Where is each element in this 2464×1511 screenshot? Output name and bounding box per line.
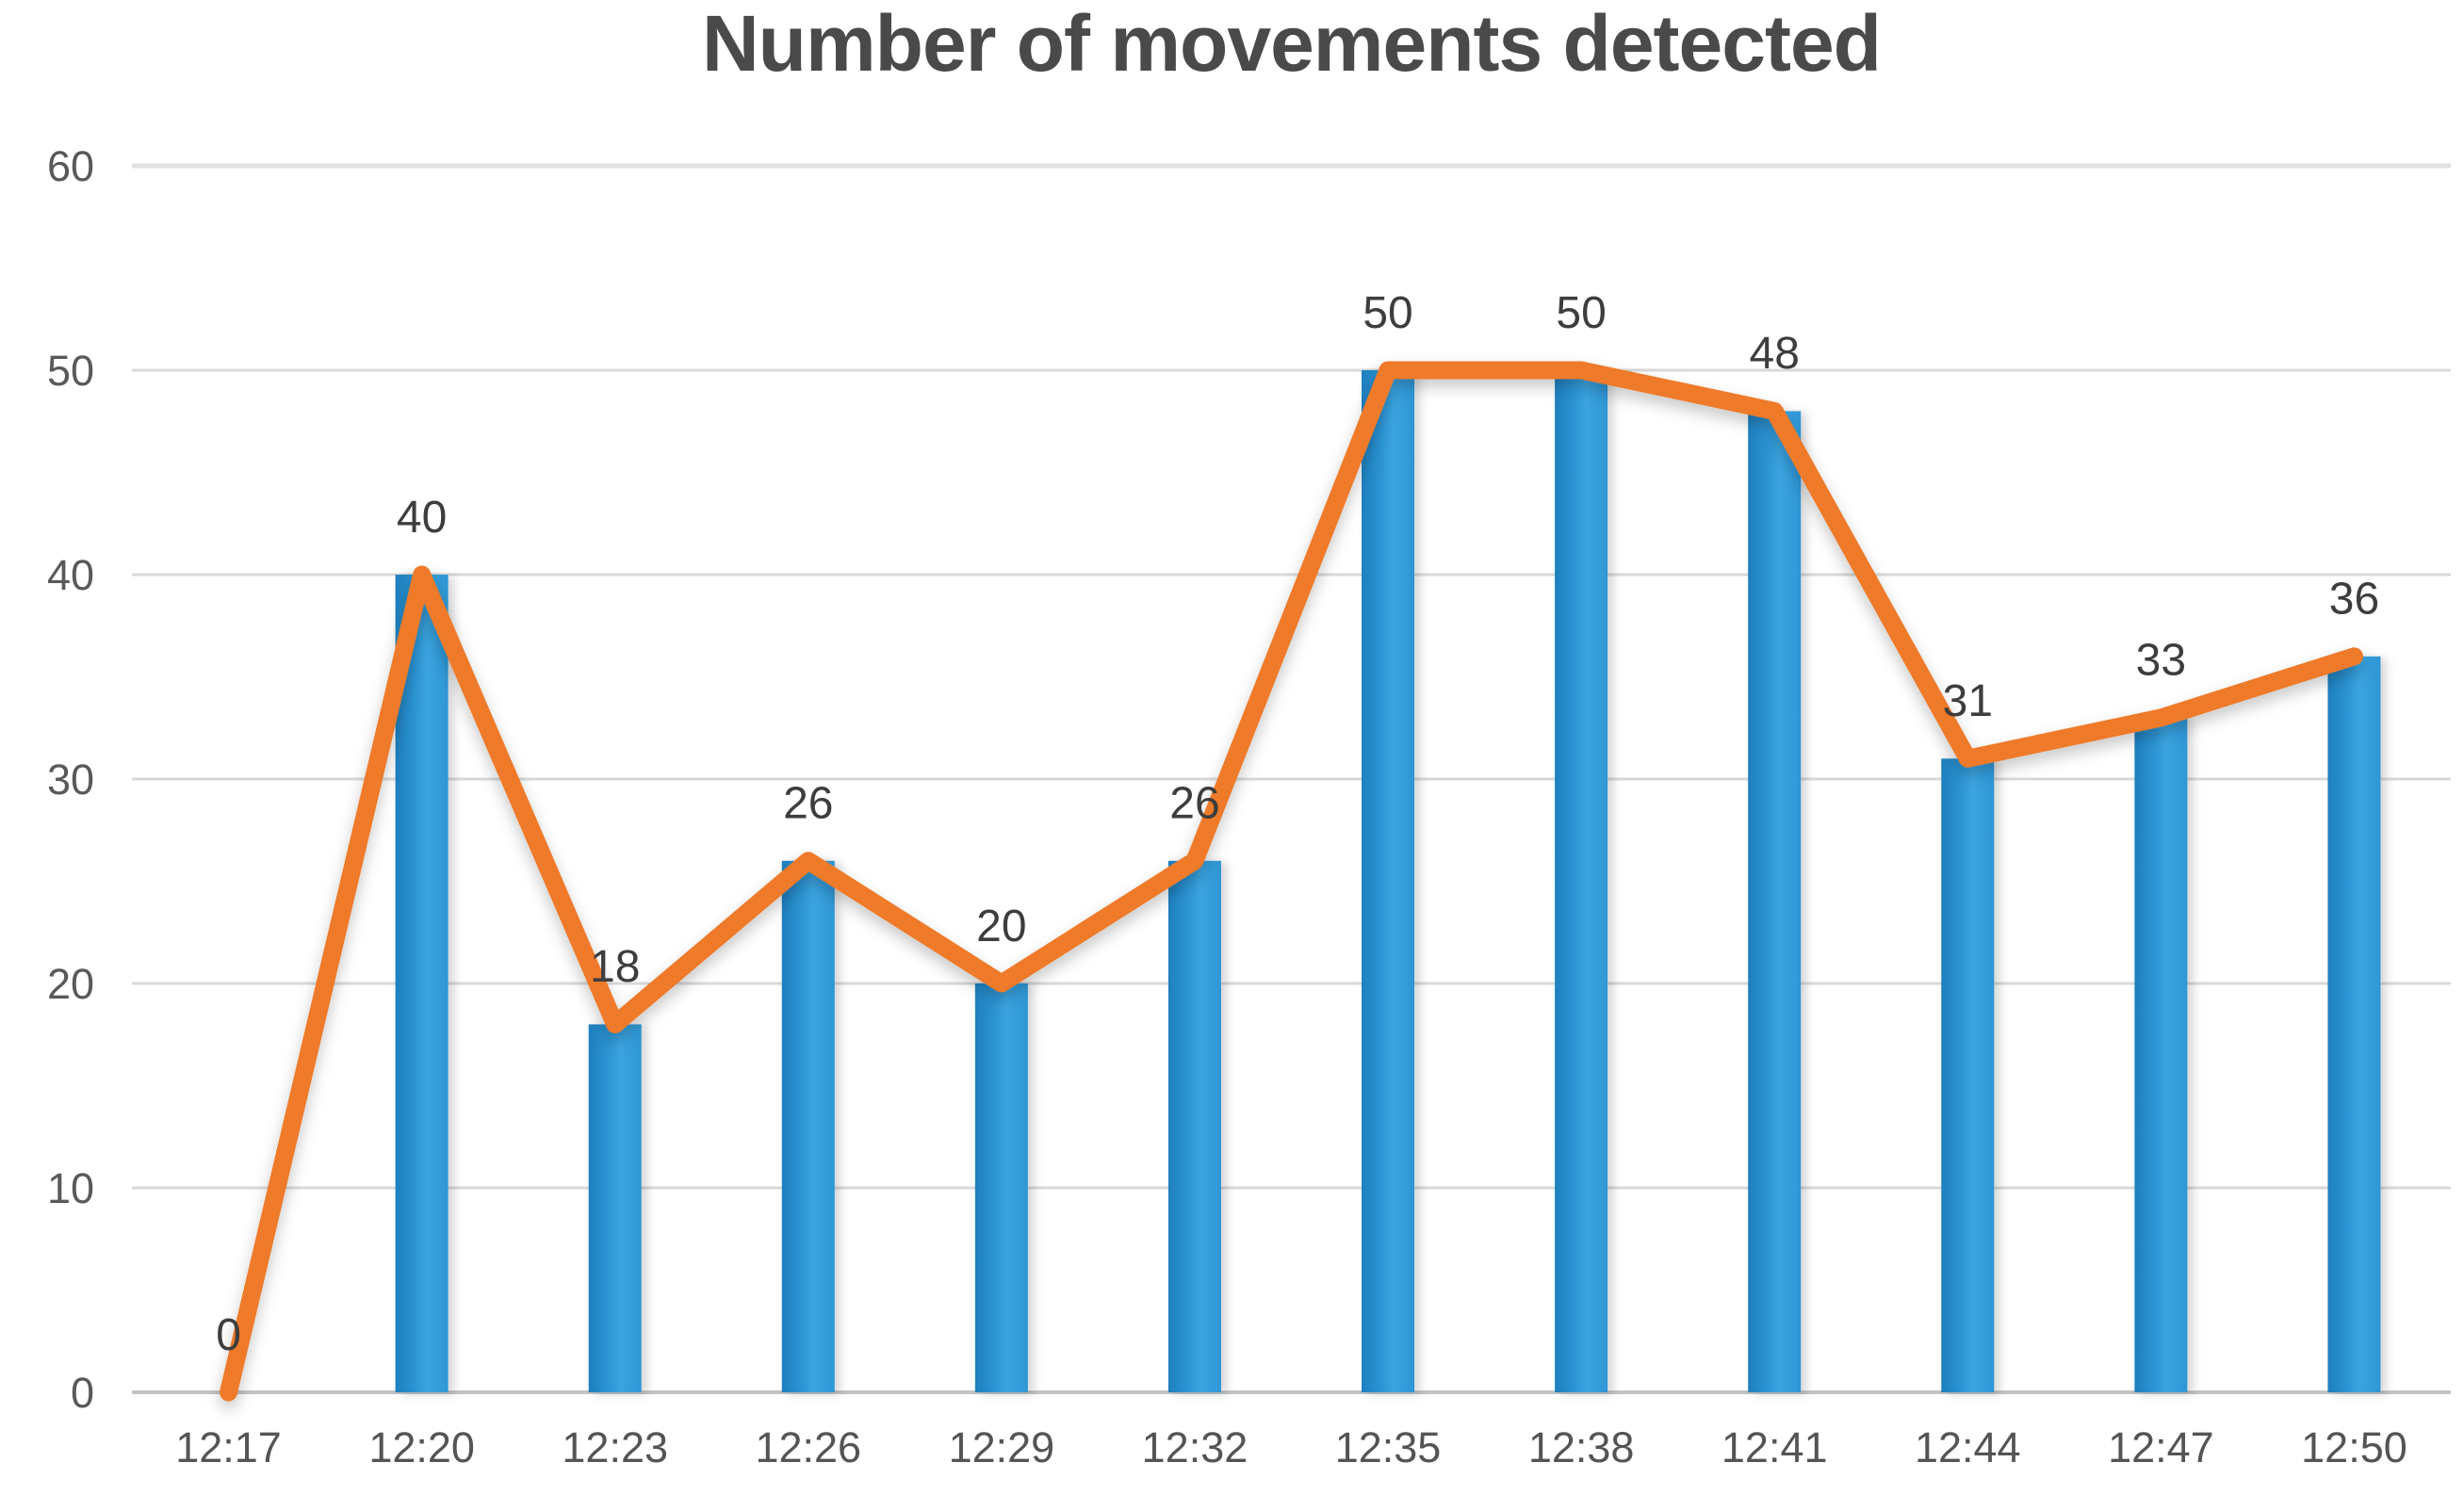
x-tick-label-12-47: 12:47: [2108, 1423, 2214, 1471]
chart-title: Number of movements detected: [702, 0, 1882, 88]
bar-12-38: [1555, 370, 1608, 1392]
x-tick-label-12-41: 12:41: [1722, 1423, 1828, 1471]
bar-12-44: [1941, 758, 1995, 1392]
data-label-12-26: 26: [783, 779, 833, 829]
bar-12-29: [974, 983, 1028, 1392]
y-tick-label-50: 50: [47, 347, 94, 395]
y-tick-label-0: 0: [71, 1369, 94, 1417]
y-tick-label-10: 10: [47, 1164, 94, 1212]
x-tick-label-12-50: 12:50: [2301, 1423, 2407, 1471]
data-label-12-35: 50: [1363, 288, 1412, 338]
y-tick-label-30: 30: [47, 756, 94, 804]
bar-12-23: [588, 1024, 642, 1392]
data-label-12-47: 33: [2136, 636, 2186, 686]
x-tick-label-12-26: 12:26: [755, 1423, 861, 1471]
x-tick-label-12-38: 12:38: [1528, 1423, 1635, 1471]
bar-12-50: [2327, 656, 2381, 1392]
x-tick-label-12-23: 12:23: [562, 1423, 668, 1471]
x-tick-label-12-29: 12:29: [949, 1423, 1055, 1471]
bar-12-35: [1362, 370, 1415, 1392]
bar-12-26: [781, 860, 835, 1392]
y-tick-label-20: 20: [47, 960, 94, 1008]
x-tick-label-12-44: 12:44: [1915, 1423, 2021, 1471]
x-tick-label-12-32: 12:32: [1142, 1423, 1248, 1471]
movements-line-series: [220, 361, 2363, 1402]
data-label-12-32: 26: [1169, 779, 1219, 829]
data-label-12-41: 48: [1750, 329, 1800, 379]
y-tick-label-60: 60: [47, 142, 94, 190]
x-tick-label-12-20: 12:20: [368, 1423, 475, 1471]
data-label-12-50: 36: [2329, 575, 2379, 625]
bar-12-20: [395, 575, 449, 1392]
data-label-12-29: 20: [976, 902, 1026, 951]
x-tick-label-12-17: 12:17: [175, 1423, 282, 1471]
bar-12-32: [1167, 860, 1221, 1392]
bar-12-41: [1748, 411, 1802, 1392]
data-label-12-23: 18: [590, 942, 640, 992]
data-label-12-44: 31: [1943, 676, 1993, 726]
bar-12-47: [2134, 717, 2188, 1392]
data-label-12-38: 50: [1556, 288, 1606, 338]
x-tick-label-12-35: 12:35: [1335, 1423, 1442, 1471]
data-label-12-20: 40: [397, 493, 447, 543]
y-tick-label-40: 40: [47, 551, 94, 599]
data-label-12-17: 0: [216, 1310, 241, 1360]
